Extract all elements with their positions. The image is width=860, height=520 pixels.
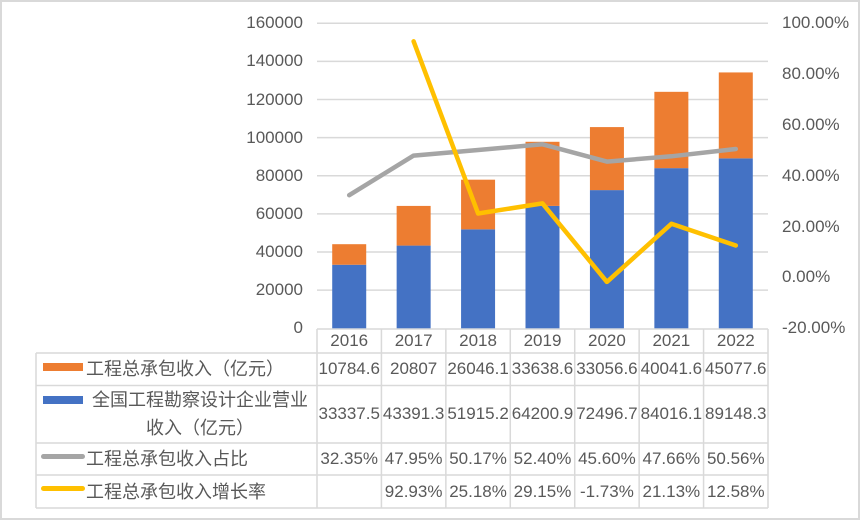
right-axis-tick-label: -20.00% [782, 318, 846, 338]
table-value-cell: 64200.9 [511, 404, 574, 424]
table-value-cell: 33638.6 [511, 359, 574, 379]
table-value-cell: 47.66% [642, 449, 701, 468]
engineering-contracting-revenue-bar [525, 141, 560, 206]
contracting-revenue-growth-line [411, 39, 739, 285]
table-value-cell: 33337.5 [318, 404, 380, 424]
legend-key-line-icon [41, 486, 85, 491]
engineering-contracting-revenue-bar [718, 72, 753, 159]
table-value-cell: 21.13% [642, 481, 701, 501]
year-header-cell: 2020 [588, 331, 626, 350]
right-axis-tick-label: 40.00% [782, 165, 840, 185]
table-value-cell: 33056.6 [576, 359, 638, 379]
contracting-revenue-share-line [346, 142, 739, 198]
data-table-grid [35, 328, 769, 509]
legend-cell: 工程总承包收入增长率 [36, 475, 317, 508]
table-value-cell: 92.93% [384, 481, 443, 501]
table-value-cell: 10784.6 [318, 359, 380, 379]
legend-cell: 工程总承包收入占比 [36, 443, 317, 475]
legend-key-bar-icon [43, 363, 83, 371]
table-value-cell: 89148.3 [705, 404, 767, 424]
table-value-cell: 72496.7 [576, 404, 638, 424]
year-header-cell: 2016 [330, 331, 369, 350]
legend-label: 工程总承包收入占比 [86, 449, 248, 469]
survey-design-revenue-bar [654, 168, 689, 329]
year-header-cell: 2022 [716, 331, 755, 350]
gridlines [317, 22, 768, 291]
survey-design-revenue-bar [525, 205, 560, 329]
table-value-cell: 45.60% [578, 449, 636, 468]
table-value-cell: 50.17% [449, 449, 507, 468]
survey-design-revenue-bar [461, 229, 496, 329]
legend-key-line-icon [41, 454, 85, 459]
right-axis-tick-label: 20.00% [782, 216, 840, 236]
table-value-cell: 40041.6 [640, 359, 703, 379]
left-axis-tick-label: 0 [293, 318, 303, 338]
left-axis-tick-label: 140000 [246, 51, 303, 71]
line-series [346, 39, 739, 285]
table-value-cell: 12.58% [706, 481, 765, 501]
right-axis-tick-label: 0.00% [782, 267, 831, 287]
year-header-cell: 2017 [394, 331, 433, 350]
year-header-cell: 2021 [652, 331, 691, 350]
legend-label: 工程总承包收入（亿元） [86, 359, 284, 380]
table-value-cell: 43391.3 [382, 404, 445, 424]
left-axis-tick-label: 40000 [255, 242, 303, 262]
right-axis-tick-label: 60.00% [782, 114, 840, 134]
table-value-cell: 25.18% [449, 481, 507, 501]
table-value-cell: 50.56% [706, 449, 765, 468]
survey-design-revenue-bar [589, 190, 624, 329]
year-header-cell: 2019 [523, 331, 562, 350]
survey-design-revenue-bar [396, 245, 431, 329]
table-value-cell: 20807 [389, 359, 438, 379]
left-axis-tick-label: 20000 [255, 280, 303, 300]
survey-design-revenue-bar [332, 264, 367, 329]
table-value-cell [317, 475, 381, 508]
left-axis-tick-label: 120000 [246, 89, 303, 109]
left-axis-tick-label: 160000 [246, 13, 303, 33]
table-value-cell: 52.40% [513, 449, 572, 468]
table-value-cell: 26046.1 [447, 359, 509, 379]
table-value-cell: 47.95% [384, 449, 443, 468]
legend-label: 全国工程勘察设计企业营业收入（亿元） [92, 390, 308, 439]
year-header-cell: 2018 [459, 331, 497, 350]
table-value-cell: 45077.6 [705, 359, 767, 379]
legend-cell: 全国工程勘察设计企业营业收入（亿元） [36, 386, 317, 444]
table-value-cell: 84016.1 [640, 404, 703, 424]
left-axis-tick-label: 100000 [246, 127, 303, 147]
table-value-cell: -1.73% [579, 481, 634, 501]
legend-label: 工程总承包收入增长率 [86, 481, 266, 502]
table-value-cell: 32.35% [320, 449, 379, 468]
table-value-cell: 51915.2 [447, 404, 509, 424]
engineering-contracting-revenue-bar [332, 244, 367, 265]
legend-cell: 工程总承包收入（亿元） [36, 353, 317, 386]
engineering-contracting-revenue-bar [396, 205, 431, 246]
legend-key-bar-icon [43, 395, 83, 404]
right-axis-tick-label: 80.00% [782, 64, 840, 84]
left-axis-tick-label: 60000 [255, 203, 303, 223]
table-value-cell: 29.15% [513, 481, 572, 501]
stacked-bars [332, 72, 753, 329]
left-axis-tick-label: 80000 [255, 165, 303, 185]
right-axis-tick-label: 100.00% [782, 13, 850, 33]
